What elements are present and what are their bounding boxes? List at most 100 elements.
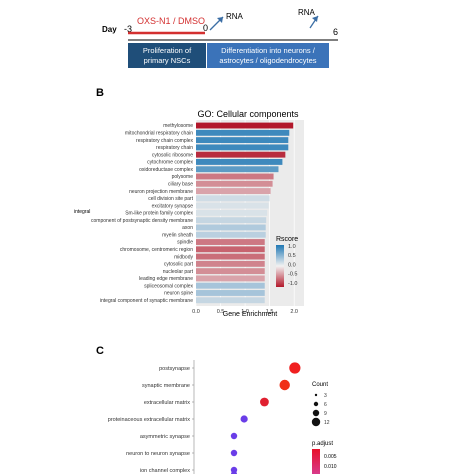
chart-b-y-label: cell division site part — [148, 196, 193, 202]
chart-b-y-label: midbody — [174, 254, 193, 260]
box1-line1: Proliferation of — [143, 46, 192, 55]
chart-c-y-label: proteinaceous extracellular matrix — [108, 417, 190, 423]
chart-b-y-label: methylosome — [163, 123, 193, 129]
rna-arrow-1-head — [217, 17, 223, 23]
count-legend-tick: 9 — [324, 411, 327, 417]
chart-b-x-tick: 0.5 — [217, 309, 225, 315]
count-legend-dot — [311, 417, 321, 427]
chart-b-bar — [196, 282, 265, 289]
chart-b-y-label: cytosolic ribosome — [152, 152, 193, 158]
chart-b-bar — [196, 159, 283, 165]
chart-b-bar — [196, 297, 265, 304]
chart-b-y-label: myelin sheath — [162, 232, 193, 238]
padj-tick-1: 0.005 — [324, 454, 337, 460]
mid-day: 0 — [203, 23, 208, 33]
box1-line2: primary NSCs — [144, 56, 191, 65]
box2-line1: Differentiation into neurons / — [221, 46, 316, 55]
count-legend-items: 3 6 9 12 — [311, 393, 330, 427]
chart-b-bar — [196, 166, 279, 173]
chart-b-xlabel: Gene Enrichment — [223, 311, 278, 318]
chart-b-bar — [196, 137, 289, 144]
chart-b-bar — [196, 173, 274, 180]
panel-c-label: C — [96, 345, 104, 357]
chart-b-y-label: leading edge membrane — [139, 276, 193, 282]
rscore-legend-tick: 0.5 — [288, 253, 296, 259]
chart-b-bar — [196, 231, 266, 238]
chart-b-y-label: cytochrome complex — [147, 160, 193, 166]
chart-c-dot-partial — [231, 471, 237, 474]
count-legend: Count 3 6 9 12 — [311, 382, 330, 427]
panel-c: C postsynapse synaptic membrane extracellu… — [96, 345, 337, 474]
start-day: -3 — [124, 24, 132, 34]
rscore-legend-tick: -0.5 — [288, 272, 297, 278]
chart-b-bar — [196, 195, 270, 202]
rna-label-1: RNA — [226, 12, 244, 21]
chart-b-bar — [196, 180, 273, 187]
timeline-panel: Day -3 0 6 OXS-N1 / DMSO RNA RNA Prolife… — [102, 8, 338, 68]
count-legend-tick: 3 — [324, 393, 327, 399]
chart-b-extra-label: integral — [74, 209, 90, 215]
chart-b-bar — [196, 209, 268, 216]
rscore-colorbar — [276, 245, 284, 287]
end-day: 6 — [333, 27, 338, 37]
chart-c-dot — [260, 397, 269, 407]
chart-b-y-label: mitochondrial respiratory chain — [125, 131, 193, 137]
chart-b-y-label: spliceosomal complex — [144, 283, 193, 289]
rscore-legend-title: Rscore — [276, 236, 298, 243]
chart-b-bar — [196, 246, 265, 253]
box2-line2: astrocytes / oligodendrocytes — [219, 56, 316, 65]
panel-b-label: B — [96, 87, 104, 99]
chart-c-dot — [289, 362, 301, 374]
treatment-label: OXS-N1 / DMSO — [137, 16, 205, 26]
chart-b-y-label: ciliary base — [168, 181, 193, 187]
chart-b-y-label: spindle — [177, 240, 193, 246]
chart-b-y-label: component of postsynaptic density membra… — [91, 218, 193, 224]
chart-b-title: GO: Cellular components — [197, 109, 299, 119]
chart-b-bar — [196, 202, 269, 209]
chart-b-y-label: nucleolar part — [163, 269, 194, 275]
chart-b-bar — [196, 122, 294, 129]
rna-label-2: RNA — [298, 8, 316, 17]
chart-b-y-label: respiratory chain complex — [136, 138, 193, 144]
chart-b-bar — [196, 188, 271, 194]
chart-b-y-label: respiratory chain — [156, 145, 193, 151]
chart-b-y-label: oxidoreductase complex — [139, 167, 193, 173]
chart-b-x-tick: 1.5 — [266, 309, 274, 315]
rscore-legend-tick: -1.0 — [288, 281, 297, 287]
chart-b-y-label: neuron projection membrane — [129, 189, 193, 195]
chart-c-dot — [240, 415, 248, 423]
chart-b-bar — [196, 239, 265, 245]
chart-c-y-label: neuron to neuron synapse — [126, 451, 190, 457]
chart-b-x-tick: 2.0 — [290, 309, 298, 315]
chart-b-y-label: excitatory synapse — [152, 203, 194, 209]
chart-c-dot — [230, 449, 238, 457]
day-label: Day — [102, 25, 117, 34]
chart-c-y-label: postsynapse — [159, 366, 190, 372]
chart-b-y-label: chromosome, centromeric region — [120, 247, 193, 253]
proliferation-box — [128, 43, 206, 68]
padj-tick-2: 0.010 — [324, 464, 337, 470]
chart-b-bar — [196, 144, 289, 151]
chart-b-bar — [196, 253, 265, 260]
chart-b-bar — [196, 290, 265, 296]
chart-b-y-label: Sm-like protein family complex — [125, 211, 193, 217]
count-legend-title: Count — [312, 382, 328, 388]
chart-c-rows: postsynapse synaptic membrane extracellula… — [108, 362, 301, 474]
chart-b-y-label: integral component of synaptic membrane — [100, 298, 193, 304]
chart-c-y-label: extracellular matrix — [144, 400, 190, 406]
padj-legend-title: p.adjust — [312, 441, 333, 447]
chart-b-bar — [196, 224, 266, 231]
count-legend-dot — [312, 409, 320, 417]
count-legend-dot — [313, 401, 319, 407]
chart-b-x-tick: 0.0 — [192, 309, 200, 315]
count-legend-dot — [314, 393, 318, 397]
rscore-legend-tick: 0.0 — [288, 262, 296, 268]
count-legend-tick: 12 — [324, 420, 330, 426]
chart-b-bar — [196, 268, 265, 275]
padj-legend: p.adjust 0.005 0.010 — [312, 441, 337, 474]
chart-b-y-label: polysome — [172, 174, 194, 180]
count-legend-tick: 6 — [324, 402, 327, 408]
chart-b-y-labels: methylosome mitochondrial respiratory cha… — [91, 123, 194, 304]
chart-c-y-label: asymmetric synapse — [140, 434, 190, 440]
